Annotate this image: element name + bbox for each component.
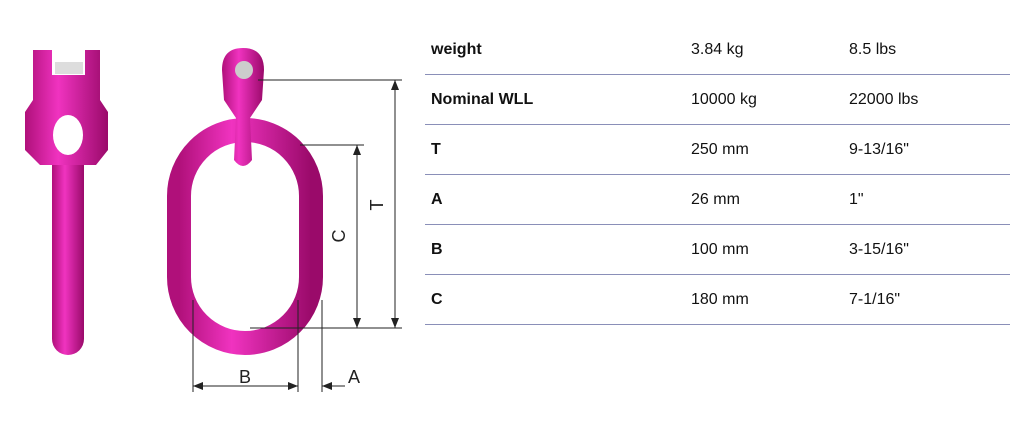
dimension-label: A xyxy=(348,367,360,387)
spec-value: 9-13/16" xyxy=(843,124,1010,175)
spec-row: weight 3.84 kg 8.5 lbs xyxy=(425,25,1010,75)
spec-value: 1" xyxy=(843,174,1010,225)
spec-value: 250 mm xyxy=(685,124,843,175)
spec-value: 7-1/16" xyxy=(843,274,1010,325)
spec-name: B xyxy=(425,224,685,275)
spec-value: 3-15/16" xyxy=(843,224,1010,275)
spec-value: 100 mm xyxy=(685,224,843,275)
spec-value: 26 mm xyxy=(685,174,843,225)
dimension-label: T xyxy=(367,200,387,211)
spec-name: A xyxy=(425,174,685,225)
spec-table: weight 3.84 kg 8.5 lbs Nominal WLL 10000 kg 2… xyxy=(425,25,1010,325)
spec-name: weight xyxy=(425,25,685,75)
spec-row: Nominal WLL 10000 kg 22000 lbs xyxy=(425,74,1010,125)
product-drawing: T C B A xyxy=(25,48,402,392)
spec-value: 22000 lbs xyxy=(843,74,1010,125)
spec-name: C xyxy=(425,274,685,325)
spec-row: B 100 mm 3-15/16" xyxy=(425,224,1010,275)
spec-row: C 180 mm 7-1/16" xyxy=(425,274,1010,325)
dimension-label: B xyxy=(239,367,251,387)
spec-value: 180 mm xyxy=(685,274,843,325)
spec-value: 10000 kg xyxy=(685,74,843,125)
spec-value: 8.5 lbs xyxy=(843,25,1010,75)
spec-row: T 250 mm 9-13/16" xyxy=(425,124,1010,175)
spec-name: Nominal WLL xyxy=(425,74,685,125)
dimension-label: C xyxy=(329,230,349,243)
spec-value: 3.84 kg xyxy=(685,25,843,75)
spec-name: T xyxy=(425,124,685,175)
spec-row: A 26 mm 1" xyxy=(425,174,1010,225)
